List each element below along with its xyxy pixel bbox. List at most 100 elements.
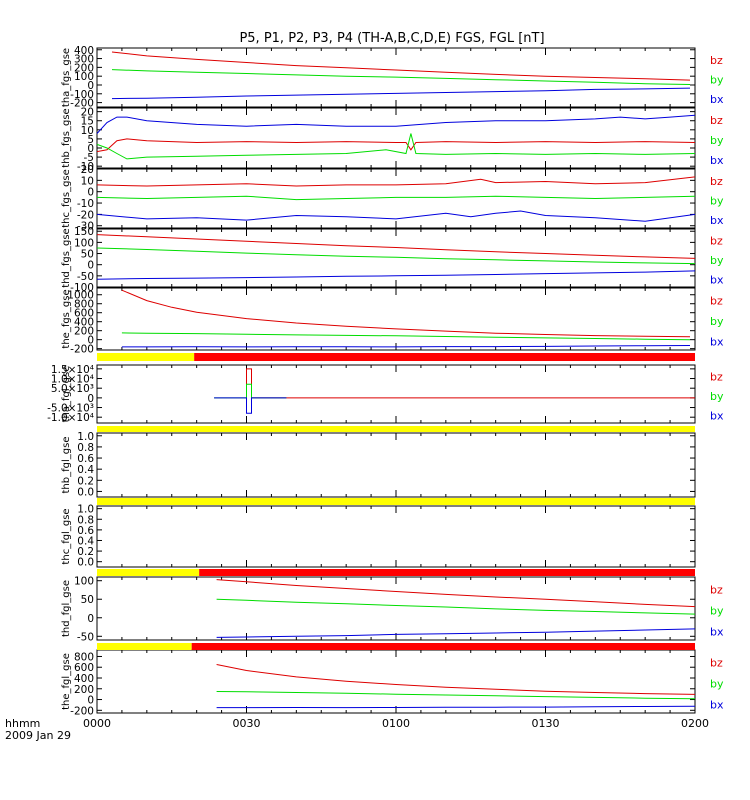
legend-by: by	[710, 390, 724, 403]
series-bx-line	[216, 705, 696, 709]
legend-bz: bz	[710, 294, 723, 307]
y-tick-label: 200	[74, 326, 94, 338]
legend-bx: bx	[710, 699, 724, 712]
y-tick-label: 10	[81, 125, 94, 137]
y-tick-label: 0.4	[77, 535, 94, 547]
the-fgl-mode-bar	[97, 643, 695, 650]
y-tick-label: 0.4	[77, 464, 94, 476]
y-tick-label: -5.0×10³	[47, 403, 94, 415]
y-tick-label: -5	[84, 152, 94, 164]
y-tick-label: -10	[77, 161, 94, 173]
y-tick-label: 0.6	[77, 525, 94, 537]
y-tick-label: 0.2	[77, 475, 94, 487]
date-label: 2009 Jan 29	[5, 729, 71, 742]
y-tick-label: 50	[81, 594, 94, 606]
series-bz-line	[121, 289, 691, 338]
y-axis-label: thc_fgl_gse	[61, 508, 72, 564]
y-tick-label: 400	[74, 317, 94, 329]
y-tick-label: 0	[87, 393, 94, 405]
mode-bar-segment	[199, 569, 696, 576]
legend-bz: bz	[710, 175, 723, 188]
y-tick-label: 0.2	[77, 546, 94, 558]
y-tick-label: 1000	[67, 290, 94, 302]
series-by-line	[214, 383, 287, 399]
x-tick-label: 0130	[532, 717, 560, 730]
series-bx-line	[214, 397, 287, 414]
y-tick-label: 0	[87, 613, 94, 625]
y-tick-label: -100	[70, 282, 94, 294]
series-by-line	[111, 69, 691, 85]
y-tick-label: 800	[74, 299, 94, 311]
y-tick-label: 0	[87, 187, 94, 199]
legend-bx: bx	[710, 626, 724, 639]
y-axis-label: tha_fgl_gse	[61, 366, 72, 423]
y-axis-label: thd_fgs_gse	[61, 228, 72, 287]
legend-bz: bz	[710, 235, 723, 248]
y-tick-label: 400	[74, 673, 94, 685]
panel-frame	[96, 649, 696, 714]
series-bz-line	[96, 176, 696, 187]
series-by-line	[216, 691, 696, 700]
series-bx-line	[96, 210, 696, 222]
legend-bx: bx	[710, 214, 724, 227]
legend-by: by	[710, 73, 724, 86]
mode-bar-segment	[97, 498, 695, 505]
series-bz-line	[216, 664, 696, 695]
panel-frame	[96, 505, 696, 568]
y-tick-label: 600	[74, 662, 94, 674]
thc-mode-bar	[97, 498, 695, 505]
y-tick-label: 0.8	[77, 442, 94, 454]
series-bx-line	[111, 87, 691, 100]
panel-frame	[96, 287, 696, 351]
y-tick-label: 5	[87, 134, 94, 146]
y-tick-label: 5.0×10³	[51, 383, 94, 395]
y-tick-label: -200	[70, 98, 94, 110]
y-tick-label: 800	[74, 651, 94, 663]
y-axis-label: thd_fgl_gse	[61, 580, 72, 637]
y-tick-label: 1.0	[77, 431, 94, 443]
legend-bz: bz	[710, 584, 723, 597]
y-tick-label: 0	[87, 143, 94, 155]
series-by-line	[216, 598, 696, 615]
legend-by: by	[710, 134, 724, 147]
panel-frame	[96, 364, 696, 424]
x-tick-label: 0200	[681, 717, 709, 730]
y-tick-label: 0.8	[77, 514, 94, 526]
legend-by: by	[710, 605, 724, 618]
legend-by: by	[710, 315, 724, 328]
legend-bx: bx	[710, 336, 724, 349]
mode-bars-group	[97, 353, 696, 650]
legend-bx: bx	[710, 273, 724, 286]
plot-title: P5, P1, P2, P3, P4 (TH-A,B,C,D,E) FGS, F…	[239, 31, 544, 46]
mode-bar-segment	[97, 426, 695, 432]
y-tick-label: 100	[74, 71, 94, 83]
y-tick-label: -50	[77, 271, 94, 283]
y-tick-label: 200	[74, 684, 94, 696]
series-by-line	[96, 133, 696, 160]
panel-frame	[96, 432, 696, 498]
y-tick-label: 10	[81, 175, 94, 187]
y-tick-label: -50	[77, 631, 94, 643]
y-tick-label: 1.0×10⁴	[51, 374, 94, 386]
mode-bar-segment	[97, 643, 192, 650]
series-by-line	[121, 332, 691, 341]
legend-bx: bx	[710, 154, 724, 167]
y-tick-label: 150	[74, 226, 94, 238]
series-bz-line	[216, 579, 696, 608]
y-tick-label: -1.0×10⁴	[47, 412, 94, 424]
series-bz-line	[246, 368, 695, 399]
series-by-line	[96, 195, 696, 201]
y-tick-label: 1.0	[77, 504, 94, 516]
y-axis-label: thc_fgs_gse	[61, 169, 72, 228]
y-tick-label: 1.5×10⁴	[51, 364, 94, 376]
y-tick-label: 0	[87, 260, 94, 272]
y-tick-label: 600	[74, 308, 94, 320]
y-axis-label: thb_fgs_gse	[61, 108, 72, 167]
